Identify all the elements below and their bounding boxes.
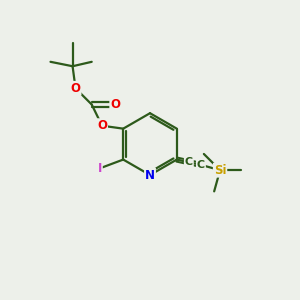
Text: C: C <box>197 160 205 170</box>
Text: O: O <box>97 119 107 132</box>
Text: C: C <box>185 157 193 167</box>
Text: Si: Si <box>214 164 226 177</box>
Text: I: I <box>98 162 102 175</box>
Text: O: O <box>110 98 120 111</box>
Text: N: N <box>145 169 155 182</box>
Text: O: O <box>70 82 80 95</box>
